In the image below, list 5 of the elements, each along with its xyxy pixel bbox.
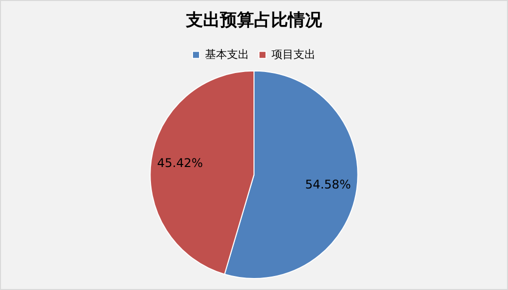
data-label: 45.42% [157, 156, 203, 170]
legend-label: 基本支出 [205, 48, 249, 61]
legend-label: 项目支出 [272, 48, 316, 61]
data-label: 54.58% [305, 178, 351, 192]
chart-title: 支出预算占比情况 [185, 10, 323, 31]
